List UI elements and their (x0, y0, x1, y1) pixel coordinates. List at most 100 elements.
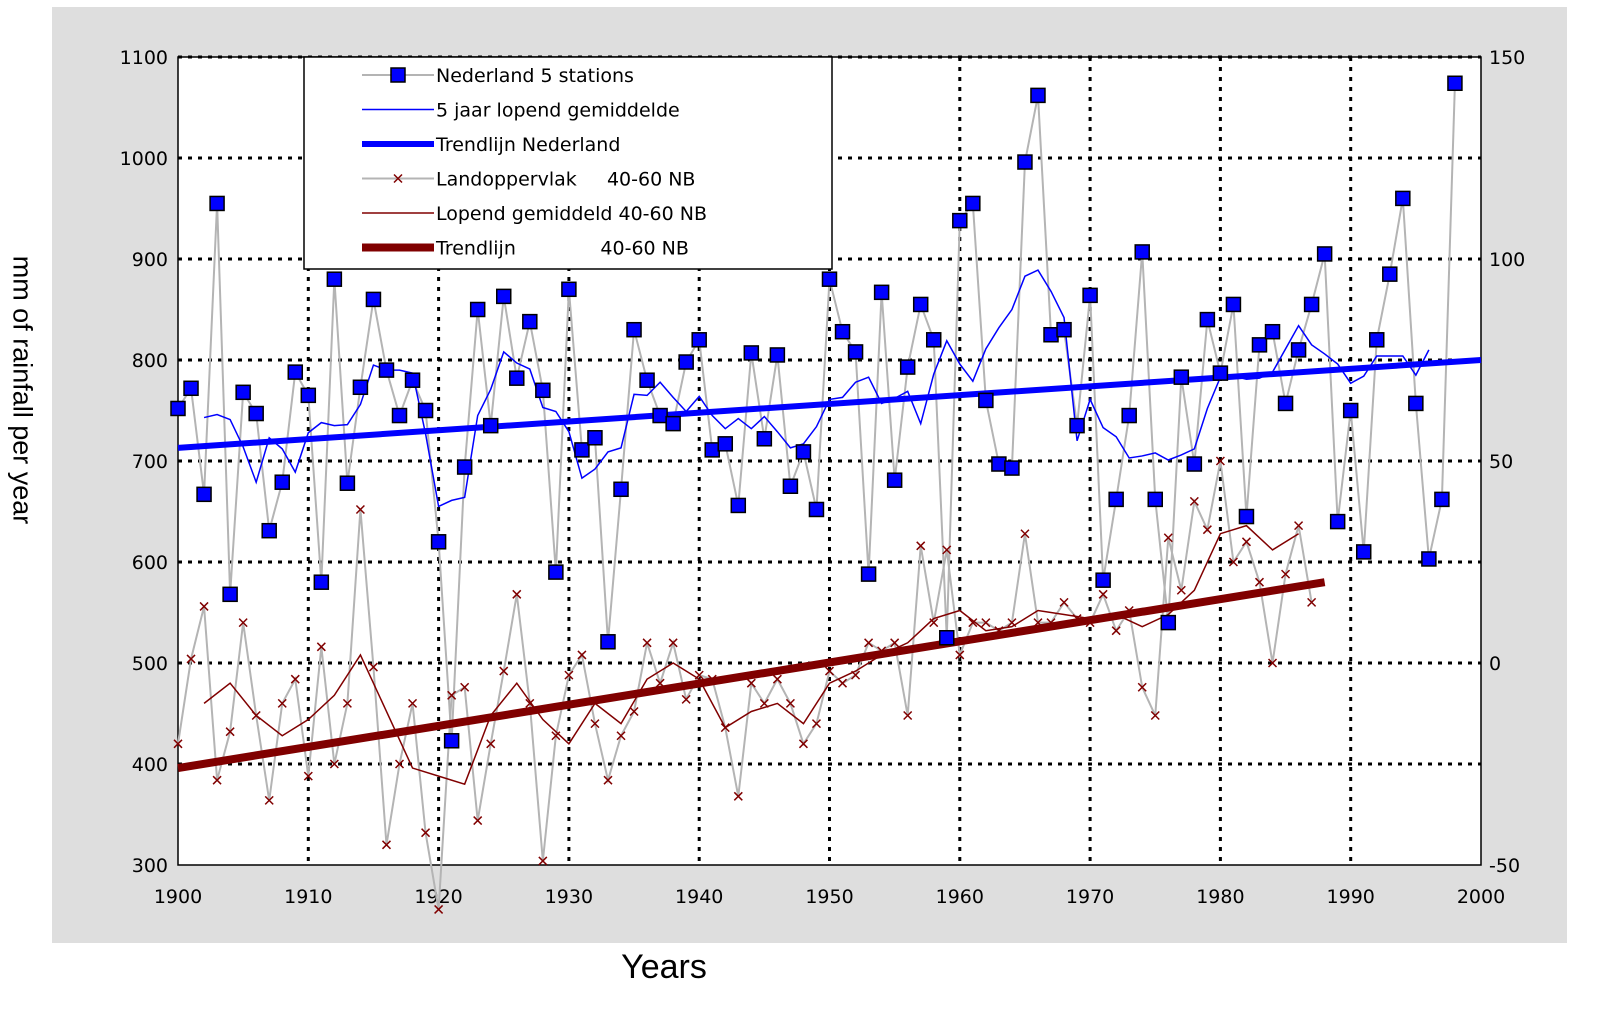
y-tick-label: 900 (132, 249, 168, 271)
trendline-40-60nb (177, 578, 1326, 772)
point-nederland (183, 380, 199, 397)
point-landoppervlak (851, 670, 861, 680)
point-nederland (1447, 75, 1463, 92)
point-landoppervlak (512, 589, 522, 599)
point-landoppervlak (577, 650, 587, 660)
point-landoppervlak (551, 731, 561, 741)
point-landoppervlak (694, 670, 704, 680)
point-nederland (274, 474, 290, 490)
point-nederland (574, 442, 590, 458)
point-landoppervlak (1150, 710, 1160, 721)
point-nederland (300, 387, 317, 404)
point-landoppervlak (199, 601, 209, 611)
point-nederland (248, 405, 264, 422)
y-tick-label: 500 (132, 653, 168, 675)
point-nederland (522, 313, 538, 330)
point-nederland (1056, 321, 1072, 338)
point-nederland (1395, 190, 1411, 207)
point-landoppervlak (329, 759, 339, 769)
point-landoppervlak (629, 706, 639, 717)
point-nederland (782, 478, 799, 494)
point-nederland (326, 271, 343, 287)
point-nederland (978, 392, 994, 409)
point-nederland (1238, 508, 1255, 525)
point-landoppervlak (1176, 585, 1186, 595)
point-nederland (1303, 296, 1320, 313)
point-nederland (1355, 544, 1372, 560)
point-nederland (939, 630, 955, 646)
point-landoppervlak (968, 618, 978, 628)
point-nederland (1408, 395, 1424, 412)
point-landoppervlak (290, 674, 300, 684)
point-nederland (209, 195, 225, 212)
point-nederland (1147, 491, 1163, 508)
point-landoppervlak (772, 674, 782, 684)
point-landoppervlak (486, 739, 496, 749)
point-landoppervlak (1137, 682, 1147, 692)
point-landoppervlak (1307, 597, 1317, 607)
point-landoppervlak (368, 662, 378, 672)
point-landoppervlak (1072, 614, 1082, 624)
x-tick-label: 1930 (545, 886, 593, 908)
point-landoppervlak (499, 666, 509, 676)
legend-marker (393, 173, 403, 184)
point-nederland (834, 323, 851, 340)
point-nederland (417, 402, 434, 419)
point-nederland (561, 281, 577, 298)
point-landoppervlak (225, 727, 235, 737)
point-landoppervlak (733, 791, 743, 801)
point-nederland (1316, 246, 1333, 262)
point-landoppervlak (434, 904, 444, 914)
point-nederland (404, 372, 421, 388)
point-nederland (1069, 417, 1085, 434)
point-nederland (1382, 266, 1398, 282)
point-landoppervlak (824, 666, 835, 676)
y2-tick-label: 0 (1489, 653, 1501, 675)
point-nederland (678, 354, 694, 370)
point-landoppervlak (785, 698, 795, 708)
y-tick-label: 1100 (120, 47, 168, 69)
point-landoppervlak (1098, 589, 1108, 599)
point-nederland (1329, 513, 1346, 530)
point-nederland (1030, 87, 1046, 104)
point-nederland (991, 456, 1007, 472)
point-landoppervlak (1281, 569, 1291, 579)
point-landoppervlak (1163, 533, 1173, 543)
point-nederland (1369, 332, 1385, 348)
point-landoppervlak (1124, 605, 1134, 616)
point-landoppervlak (212, 775, 222, 785)
point-nederland (1095, 572, 1111, 588)
point-nederland (730, 497, 747, 514)
point-landoppervlak (616, 731, 626, 741)
point-nederland (339, 475, 356, 491)
point-landoppervlak (590, 719, 600, 729)
point-nederland (1225, 296, 1242, 313)
point-nederland (626, 321, 642, 338)
point-nederland (704, 442, 720, 458)
point-landoppervlak (707, 674, 717, 684)
point-nederland (1212, 365, 1229, 381)
point-landoppervlak (1228, 557, 1238, 567)
point-landoppervlak (759, 698, 769, 708)
y-tick-label: 1000 (120, 148, 168, 170)
point-nederland (1082, 287, 1098, 304)
point-landoppervlak (1020, 529, 1030, 539)
point-nederland (1017, 154, 1033, 170)
point-nederland (222, 586, 238, 603)
point-landoppervlak (460, 682, 470, 692)
point-landoppervlak (538, 856, 548, 866)
point-landoppervlak (408, 698, 418, 708)
point-nederland (535, 382, 551, 399)
y-axis-title: mm of rainfall per year (7, 255, 38, 525)
point-nederland (652, 407, 668, 424)
point-nederland (965, 195, 981, 212)
y-tick-label: 400 (132, 754, 168, 776)
point-landoppervlak (564, 670, 574, 680)
point-landoppervlak (1033, 618, 1043, 628)
point-landoppervlak (1267, 658, 1278, 668)
point-landoppervlak (864, 638, 874, 648)
point-nederland (196, 486, 212, 503)
legend-marker (390, 67, 406, 83)
point-nederland (717, 436, 734, 452)
legend-label: Landoppervlak 40-60 NB (436, 169, 695, 191)
